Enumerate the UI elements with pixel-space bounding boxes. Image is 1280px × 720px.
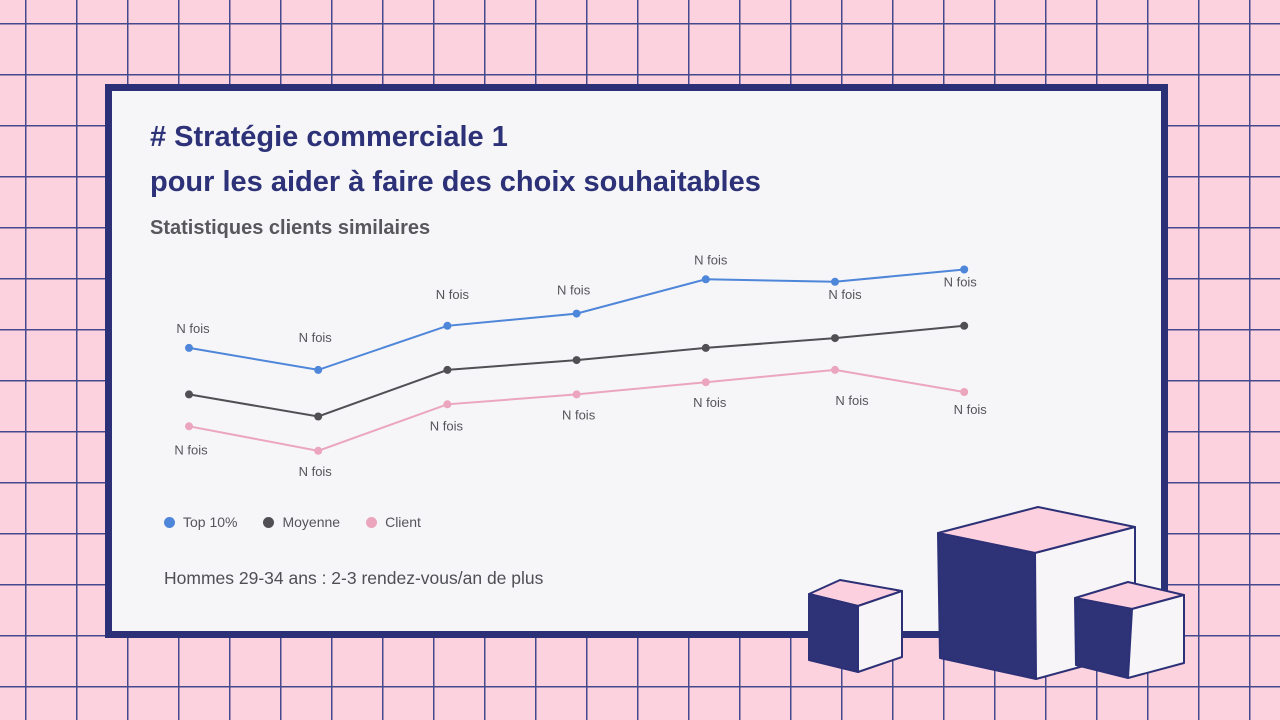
data-point-client: [701, 378, 710, 387]
data-point-top10: [443, 321, 452, 330]
slide-title-line1: # Stratégie commerciale 1: [150, 121, 508, 153]
point-label: N fois: [835, 393, 869, 408]
point-label: N fois: [954, 402, 988, 417]
data-point-top10: [314, 365, 323, 374]
data-point-top10: [831, 277, 839, 286]
point-label: N fois: [436, 287, 470, 302]
point-label: N fois: [430, 418, 464, 433]
data-point-top10: [185, 343, 193, 352]
data-point-moyenne: [314, 412, 323, 421]
legend-item: Client: [366, 514, 421, 530]
chart-legend: Top 10% Moyenne Client: [164, 514, 421, 530]
slide-note: Hommes 29-34 ans : 2-3 rendez-vous/an de…: [164, 568, 544, 588]
data-point-top10: [701, 275, 710, 284]
legend-dot-icon: [366, 516, 378, 528]
data-point-moyenne: [572, 356, 581, 365]
legend-label: Top 10%: [183, 514, 238, 530]
slide-title-line2: pour les aider à faire des choix souhait…: [150, 166, 761, 198]
data-point-moyenne: [831, 334, 839, 343]
point-label: N fois: [944, 275, 978, 290]
point-label: N fois: [693, 395, 727, 410]
point-label: N fois: [299, 330, 333, 345]
slide-subtitle: Statistiques clients similaires: [150, 217, 431, 239]
point-label: N fois: [562, 407, 596, 422]
point-label: N fois: [557, 283, 591, 298]
data-point-client: [572, 390, 581, 399]
data-point-client: [443, 400, 452, 409]
legend-dot-icon: [263, 516, 275, 528]
point-label: N fois: [299, 464, 333, 479]
data-point-client: [831, 365, 839, 374]
legend-label: Client: [385, 514, 421, 530]
legend-dot-icon: [164, 516, 175, 528]
data-point-moyenne: [701, 343, 710, 352]
legend-label: Moyenne: [282, 514, 341, 530]
line-chart: N fois N fois N fois N fois N fois N fois N fo…: [174, 252, 988, 479]
data-point-client: [185, 422, 193, 431]
point-label: N fois: [176, 321, 210, 336]
legend-item: Moyenne: [263, 514, 340, 530]
data-point-top10: [572, 309, 581, 318]
data-point-client: [314, 446, 323, 455]
slide-card: # Stratégie commerciale 1 pour les aider…: [105, 84, 1168, 638]
data-point-moyenne: [185, 390, 193, 399]
point-label: N fois: [174, 442, 208, 457]
point-label: N fois: [828, 287, 862, 302]
data-point-top10: [960, 265, 969, 274]
data-point-moyenne: [960, 321, 969, 330]
data-point-moyenne: [443, 365, 452, 374]
slide-title: # Stratégie commerciale 1 pour les aider…: [150, 115, 761, 205]
data-point-client: [960, 388, 969, 396]
point-label: N fois: [694, 252, 728, 267]
legend-item: Top 10%: [164, 514, 237, 530]
